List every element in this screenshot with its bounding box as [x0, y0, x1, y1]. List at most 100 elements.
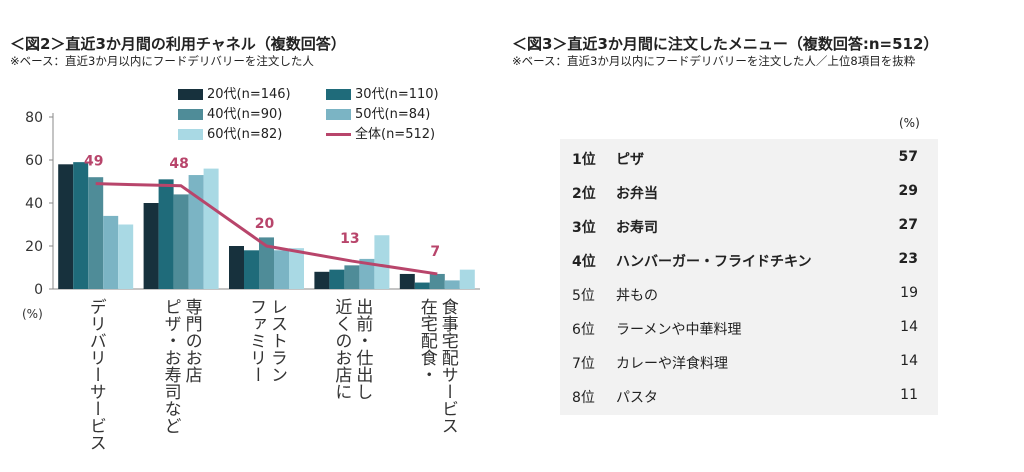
menu-name: ラーメンや中華料理	[616, 322, 742, 338]
bar	[158, 179, 174, 289]
menu-name: お弁当	[616, 186, 658, 202]
figure3-base-note: ※ベース：直近3か月以内にフードデリバリーを注文した人／上位8項目を抜粋	[512, 54, 916, 68]
ranking-row: 8位 パスタ 11	[560, 379, 938, 413]
rank-label: 1位	[572, 152, 596, 168]
legend-label: 60代(n=82)	[207, 127, 283, 142]
bar	[88, 177, 104, 289]
channel-bar-chart: 0 20 40 60 80 (%) 49 48 20 13 7 デリバリーサービス 専門のお店ピザ・お寿…	[22, 110, 480, 451]
figure2-title: ＜図2＞直近3か月間の利用チャネル（複数回答）	[10, 35, 346, 53]
menu-percent: 23	[898, 251, 918, 267]
legend-swatch	[178, 129, 203, 140]
menu-name: 丼もの	[616, 288, 658, 304]
table-unit-label: (%)	[899, 116, 920, 130]
menu-name: お寿司	[616, 220, 658, 236]
ranking-row: 4位 ハンバーガー・フライドチキン 23	[560, 243, 938, 277]
legend-entry: 30代(n=110)	[326, 83, 439, 102]
bar	[414, 282, 430, 289]
y-tick-label: 60	[25, 153, 43, 169]
category-label: 食事宅配サービス	[438, 298, 459, 434]
rank-label: 2位	[572, 186, 596, 202]
bar	[188, 175, 204, 289]
overall-data-label: 20	[255, 216, 275, 232]
overall-data-label: 49	[84, 154, 103, 170]
rank-label: 5位	[572, 288, 595, 304]
category-label: デリバリーサービス	[86, 298, 106, 451]
ranking-row: 2位 お弁当 29	[560, 175, 938, 209]
bar	[259, 237, 274, 289]
legend-label: 40代(n=90)	[207, 107, 283, 122]
legend-entry: 60代(n=82)	[178, 123, 282, 142]
bar	[73, 162, 89, 289]
legend-entry: 40代(n=90)	[178, 103, 282, 122]
bar	[289, 248, 304, 289]
bar	[344, 265, 360, 289]
y-axis-unit-label: (%)	[22, 307, 43, 321]
category-label: ピザ・お寿司など	[161, 298, 182, 434]
legend-label: 50代(n=84)	[355, 107, 431, 122]
category-label: レストラン	[267, 298, 287, 383]
y-tick-label: 80	[25, 110, 43, 126]
figure3-title: ＜図3＞直近3か月間に注文したメニュー（複数回答:n=512）	[512, 35, 939, 53]
rank-label: 4位	[572, 254, 596, 270]
bar	[143, 203, 159, 289]
legend-swatch	[178, 109, 203, 120]
category-label: ファミリー	[246, 298, 266, 383]
menu-percent: 57	[898, 149, 918, 165]
y-tick-label: 20	[25, 239, 43, 255]
category-label: 専門のお店	[182, 298, 203, 383]
bar	[173, 194, 189, 289]
overall-line	[95, 182, 438, 276]
legend-entry: 20代(n=146)	[178, 83, 291, 102]
overall-data-label: 48	[169, 156, 188, 172]
bar	[374, 235, 390, 289]
ranking-row: 5位 丼もの 19	[560, 277, 938, 311]
bar	[399, 273, 415, 289]
bar	[203, 168, 219, 289]
menu-percent: 27	[898, 217, 918, 233]
ranking-row: 7位 カレーや洋食料理 14	[560, 345, 938, 379]
bar	[58, 164, 74, 289]
menu-name: ハンバーガー・フライドチキン	[616, 254, 812, 270]
menu-percent: 29	[898, 183, 918, 199]
bar	[118, 224, 134, 289]
category-label: 出前・仕出し	[352, 298, 373, 400]
bar	[359, 258, 375, 289]
rank-label: 3位	[572, 220, 596, 236]
legend-entry: 50代(n=84)	[326, 103, 430, 122]
bar	[274, 250, 289, 289]
menu-percent: 11	[900, 387, 918, 403]
bar	[329, 269, 345, 289]
y-tick-label: 0	[34, 282, 43, 298]
legend-swatch	[326, 89, 351, 100]
category-label: 在宅配食・	[417, 298, 438, 383]
rank-label: 8位	[572, 390, 595, 406]
category-label: 近くのお店に	[331, 298, 352, 400]
legend-swatch	[326, 109, 351, 120]
legend-line-swatch	[326, 133, 351, 136]
rank-label: 7位	[572, 356, 595, 372]
legend-entry: 全体(n=512)	[326, 123, 435, 142]
legend-label: 30代(n=110)	[355, 87, 439, 102]
menu-percent: 14	[900, 353, 918, 369]
menu-name: ピザ	[616, 152, 644, 168]
bar	[229, 246, 244, 289]
ranking-row: 1位 ピザ 57	[560, 141, 938, 175]
y-tick-label: 40	[25, 196, 43, 212]
menu-percent: 14	[900, 319, 918, 335]
menu-name: カレーや洋食料理	[616, 356, 728, 372]
overall-data-label: 13	[340, 231, 359, 247]
bar	[244, 250, 259, 289]
legend-label: 20代(n=146)	[207, 87, 291, 102]
bar	[314, 271, 330, 289]
legend-label: 全体(n=512)	[355, 127, 436, 142]
menu-ranking-table: 1位 ピザ 57 2位 お弁当 29 3位 お寿司 27 4位 ハンバーガー・フ…	[560, 139, 938, 415]
bar	[444, 280, 460, 289]
bar	[429, 273, 445, 289]
rank-label: 6位	[572, 322, 595, 338]
ranking-row: 3位 お寿司 27	[560, 209, 938, 243]
ranking-row: 6位 ラーメンや中華料理 14	[560, 311, 938, 345]
legend-swatch	[178, 89, 203, 100]
menu-name: パスタ	[616, 390, 658, 406]
bar	[459, 269, 475, 289]
overall-data-label: 7	[430, 244, 440, 260]
